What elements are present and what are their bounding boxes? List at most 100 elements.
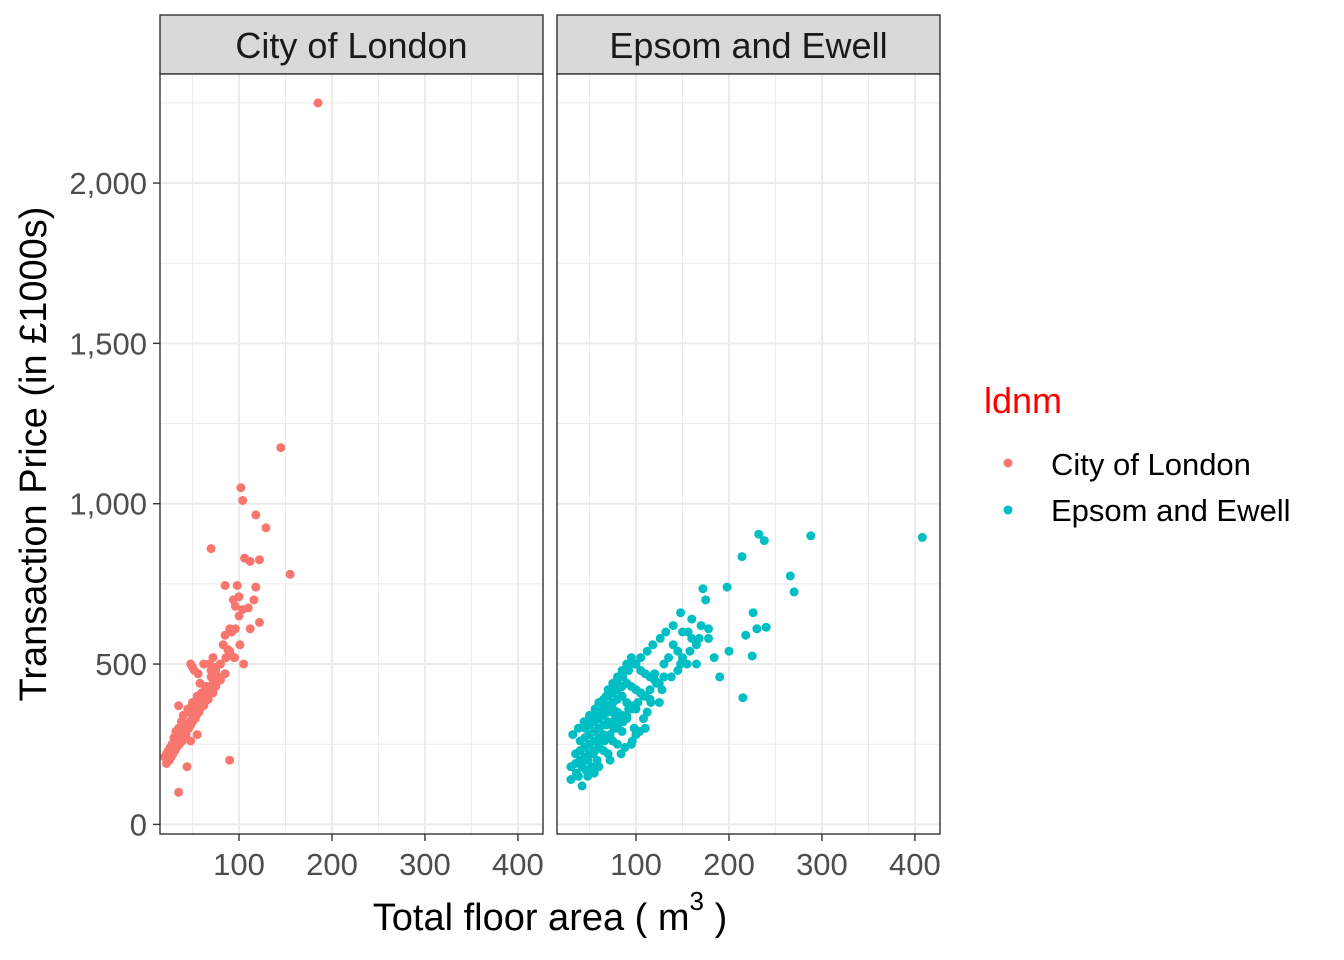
facet-panel-city-of-london: City of London 100 200 300 400 <box>159 14 544 882</box>
data-point <box>193 669 203 679</box>
data-point <box>174 701 184 711</box>
data-point <box>659 659 669 669</box>
data-point <box>642 707 652 717</box>
data-point <box>724 646 734 656</box>
y-axis: 0 500 1,000 1,500 2,000 <box>69 166 160 842</box>
data-point <box>785 571 795 581</box>
data-point <box>220 581 230 590</box>
data-point <box>192 694 202 704</box>
data-point <box>664 653 674 663</box>
data-point <box>581 765 591 775</box>
data-point <box>211 682 221 691</box>
data-point <box>182 762 192 772</box>
data-point <box>251 582 261 592</box>
legend: ldnm City of London Epsom and Ewell <box>984 380 1291 528</box>
data-point <box>251 510 261 520</box>
panel-background <box>557 74 940 834</box>
data-point <box>654 698 664 707</box>
data-point <box>617 691 627 701</box>
data-point <box>605 755 615 765</box>
data-point <box>607 707 617 717</box>
data-point <box>701 595 711 605</box>
data-point <box>622 659 632 669</box>
data-point <box>687 614 697 624</box>
data-point <box>243 603 253 613</box>
data-point <box>636 688 646 698</box>
data-point <box>624 704 634 714</box>
data-point <box>592 755 602 765</box>
data-point <box>668 640 678 650</box>
data-point <box>917 532 927 542</box>
data-point <box>245 556 255 566</box>
data-point <box>617 726 627 736</box>
y-tick-label: 1,000 <box>69 487 147 522</box>
data-point <box>234 611 244 621</box>
panel-grid <box>557 74 940 834</box>
legend-title: ldnm <box>984 380 1062 421</box>
data-point <box>612 739 622 749</box>
data-point <box>659 672 669 682</box>
data-point <box>276 443 286 453</box>
data-point <box>590 746 600 756</box>
data-point <box>206 544 216 554</box>
data-point <box>704 633 713 643</box>
data-point <box>192 730 202 740</box>
data-point <box>636 653 646 663</box>
y-tick-label: 0 <box>130 807 147 842</box>
data-point <box>245 624 255 634</box>
data-point <box>761 622 771 632</box>
data-point <box>236 483 246 493</box>
data-point <box>313 98 323 108</box>
data-point <box>215 659 225 669</box>
data-point <box>709 653 719 663</box>
data-point <box>741 630 751 640</box>
data-point <box>687 633 697 643</box>
facet-strip-label: Epsom and Ewell <box>609 25 887 66</box>
data-point <box>202 694 211 704</box>
data-point <box>698 584 708 594</box>
data-point <box>715 672 725 682</box>
x-axis-title-suffix: ) <box>704 897 727 939</box>
data-point <box>608 678 618 688</box>
panel-border <box>159 73 544 835</box>
data-point <box>188 701 197 711</box>
panel-points <box>566 529 927 791</box>
data-point <box>596 736 606 746</box>
data-point <box>648 640 658 650</box>
data-point <box>201 685 211 695</box>
data-point <box>261 523 271 533</box>
x-tick-label: 400 <box>492 847 544 882</box>
data-point <box>789 587 799 597</box>
x-tick-label: 400 <box>889 847 941 882</box>
data-point <box>668 621 678 631</box>
x-axis-ticks: 100 200 300 400 <box>610 834 941 882</box>
data-point <box>197 701 207 711</box>
data-point <box>255 555 264 565</box>
data-point <box>223 645 233 655</box>
data-point <box>229 653 239 663</box>
legend-label-epsom-and-ewell: Epsom and Ewell <box>1051 493 1291 528</box>
x-tick-label: 100 <box>213 847 265 882</box>
x-tick-label: 300 <box>796 847 848 882</box>
panel-background <box>160 74 543 834</box>
legend-key-city-of-london <box>1003 458 1013 468</box>
data-point <box>232 581 242 590</box>
facet-strip-background <box>556 14 941 75</box>
legend-label-city-of-london: City of London <box>1051 447 1251 482</box>
y-tick-label: 500 <box>95 647 147 682</box>
data-point <box>676 659 686 669</box>
data-point <box>666 672 676 682</box>
data-point <box>626 739 636 749</box>
x-axis-title: Total floor area ( m3 ) <box>373 886 727 939</box>
data-point <box>676 608 686 618</box>
data-point <box>618 717 628 727</box>
data-point <box>255 617 264 627</box>
data-point <box>635 726 645 736</box>
data-point <box>609 723 619 733</box>
data-point <box>195 678 205 688</box>
data-point <box>696 621 706 631</box>
data-point <box>566 775 576 784</box>
data-point <box>238 496 248 505</box>
data-point <box>694 633 704 643</box>
data-point <box>806 531 816 541</box>
